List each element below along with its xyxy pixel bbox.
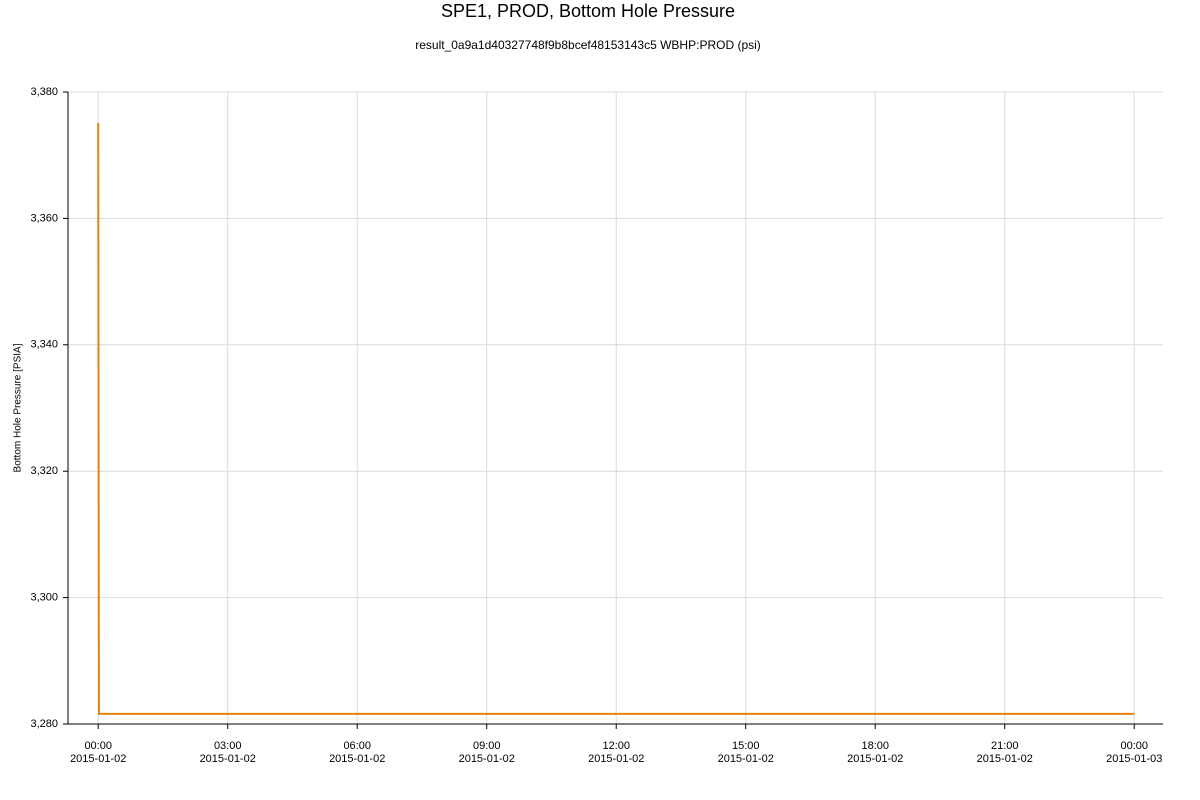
x-tick-label: 03:00	[214, 740, 242, 752]
x-tick-label: 2015-01-02	[70, 753, 126, 765]
x-tick-label: 09:00	[473, 740, 501, 752]
x-tick-label: 06:00	[343, 740, 371, 752]
x-tick-label: 2015-01-02	[977, 753, 1033, 765]
y-tick-label: 3,360	[30, 212, 58, 224]
x-tick-label: 21:00	[991, 740, 1019, 752]
y-tick-label: 3,280	[30, 718, 58, 730]
x-tick-label: 18:00	[861, 740, 889, 752]
x-tick-label: 12:00	[602, 740, 630, 752]
x-tick-label: 2015-01-02	[847, 753, 903, 765]
chart-title: SPE1, PROD, Bottom Hole Pressure	[441, 1, 735, 21]
x-tick-label: 2015-01-02	[588, 753, 644, 765]
x-tick-label: 2015-01-02	[329, 753, 385, 765]
x-tick-label: 00:00	[84, 740, 112, 752]
chart-subtitle: result_0a9a1d40327748f9b8bcef48153143c5 …	[415, 38, 761, 52]
y-tick-label: 3,380	[30, 86, 58, 98]
x-tick-label: 2015-01-03	[1106, 753, 1162, 765]
y-tick-label: 3,340	[30, 339, 58, 351]
x-tick-label: 15:00	[732, 740, 760, 752]
y-axis-label: Bottom Hole Pressure [PSIA]	[13, 343, 24, 472]
y-tick-label: 3,320	[30, 465, 58, 477]
x-tick-label: 2015-01-02	[200, 753, 256, 765]
x-tick-label: 2015-01-02	[718, 753, 774, 765]
data-line	[97, 122, 1135, 715]
x-tick-label: 00:00	[1120, 740, 1148, 752]
x-tick-label: 2015-01-02	[459, 753, 515, 765]
y-tick-label: 3,300	[30, 592, 58, 604]
